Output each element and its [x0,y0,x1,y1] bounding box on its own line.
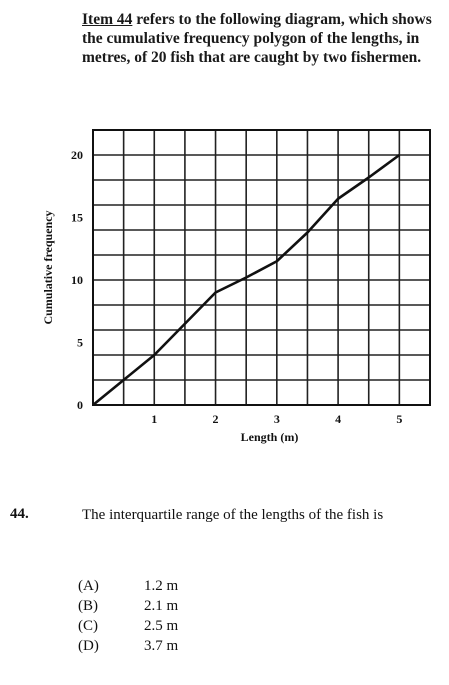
option-value: 2.5 m [144,618,179,634]
axes [92,129,431,406]
x-tick-label: 2 [213,412,219,426]
x-tick-label: 1 [151,412,157,426]
option-value: 1.2 m [144,578,179,594]
y-axis-label: Cumulative frequency [41,210,55,324]
option-letter: (D) [78,638,99,654]
x-tick-label: 3 [274,412,280,426]
series-layer [92,153,401,407]
x-axis-label: Length (m) [241,430,299,444]
item-reference: Item 44 [82,11,133,28]
option-c[interactable]: (C) 2.5 m [78,616,178,636]
option-value: 2.1 m [144,598,179,614]
answer-options: (A) 1.2 m (B) 2.1 m (C) 2.5 m (D) 3.7 m [78,576,178,656]
y-tick-label: 10 [71,273,83,287]
x-tick-label: 4 [335,412,341,426]
x-tick-label: 5 [396,412,402,426]
question-number: 44. [10,506,29,522]
cumulative-frequency-line [92,153,401,407]
option-letter: (B) [78,598,98,614]
option-a[interactable]: (A) 1.2 m [78,576,178,596]
item-intro: Item 44 refers to the following diagram,… [82,10,432,67]
option-letter: (A) [78,578,99,594]
intro-text: refers to the following diagram, which s… [82,11,432,66]
option-value: 3.7 m [144,638,179,654]
y-tick-label: 15 [71,211,83,225]
option-d[interactable]: (D) 3.7 m [78,636,178,656]
option-b[interactable]: (B) 2.1 m [78,596,178,616]
plot-border [92,129,431,406]
question-text: The interquartile range of the lengths o… [82,507,384,523]
y-tick-label: 20 [71,148,83,162]
tick-labels: 1 2 3 4 5 0 5 10 15 20 [71,148,402,426]
y-tick-label: 0 [77,398,83,412]
y-tick-label: 5 [77,336,83,350]
cumulative-frequency-chart: 1 2 3 4 5 0 5 10 15 20 Length (m) Cumulative freq… [41,129,431,444]
option-letter: (C) [78,618,98,634]
